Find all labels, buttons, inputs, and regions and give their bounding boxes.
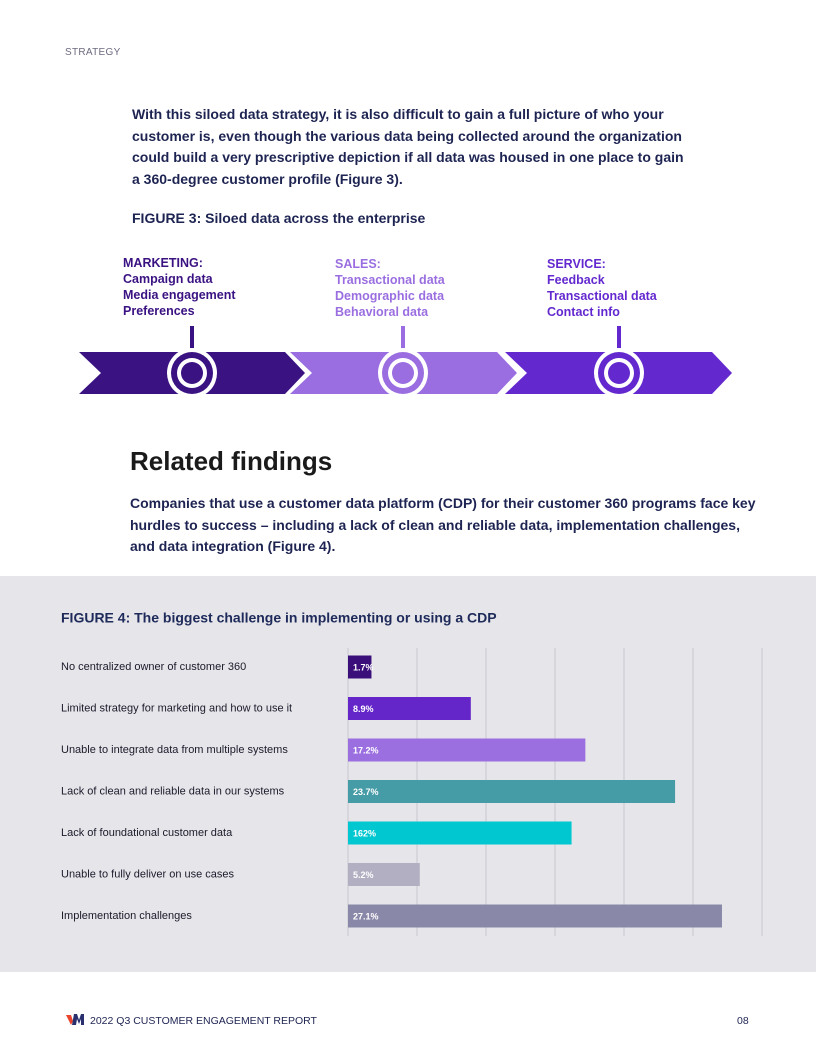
category-label: Limited strategy for marketing and how t…: [61, 702, 292, 714]
bar: [348, 697, 471, 720]
bar: [348, 780, 676, 803]
group-item: Behavioral data: [335, 305, 429, 319]
group-item: Feedback: [547, 273, 605, 287]
group-item: Contact info: [547, 305, 620, 319]
bar: [348, 821, 572, 845]
bar: [348, 904, 722, 928]
silo-arrows: [79, 326, 732, 398]
group-item: Transactional data: [547, 289, 657, 303]
target: [594, 326, 644, 398]
bar: [348, 863, 420, 886]
bar: [348, 738, 586, 762]
group-item: Media engagement: [123, 288, 236, 302]
value-label: 162%: [353, 828, 376, 838]
value-label: 1.7%: [353, 662, 374, 672]
intro-paragraph: With this siloed data strategy, it is al…: [132, 106, 684, 187]
value-label: 27.1%: [353, 911, 379, 921]
group-heading: MARKETING:: [123, 256, 203, 270]
value-label: 17.2%: [353, 745, 379, 755]
section-label: STRATEGY: [65, 47, 121, 58]
group-item: Campaign data: [123, 272, 213, 286]
value-label: 5.2%: [353, 870, 374, 880]
target: [378, 326, 428, 398]
logo: [66, 1014, 84, 1025]
related-paragraph: Companies that use a customer data platf…: [130, 495, 756, 554]
category-label: No centralized owner of customer 360: [61, 661, 246, 673]
page-number: 08: [737, 1015, 749, 1027]
category-label: Lack of clean and reliable data in our s…: [61, 785, 285, 797]
group-item: Transactional data: [335, 273, 445, 287]
category-label: Lack of foundational customer data: [61, 827, 233, 839]
section-heading: Related findings: [130, 446, 333, 476]
group-item: Demographic data: [335, 289, 445, 303]
silo-group: SERVICE: Feedback Transactional data Con…: [547, 256, 657, 320]
chart: FIGURE 4: The biggest challenge in imple…: [61, 610, 763, 936]
value-label: 23.7%: [353, 787, 379, 797]
footer-report: 2022 Q3 CUSTOMER ENGAGEMENT REPORT: [90, 1015, 317, 1027]
chart-title: FIGURE 4: The biggest challenge in imple…: [61, 610, 497, 626]
group-heading: SERVICE:: [547, 257, 606, 271]
figure-title: FIGURE 3: Siloed data across the enterpr…: [132, 210, 426, 226]
silo-group: SALES: Transactional data Demographic da…: [335, 256, 445, 320]
silo-group: MARKETING: Campaign data Media engagemen…: [123, 255, 236, 319]
category-label: Unable to fully deliver on use cases: [61, 868, 235, 880]
bar: [348, 655, 372, 679]
group-heading: SALES:: [335, 257, 381, 271]
group-item: Preferences: [123, 304, 195, 318]
category-label: Implementation challenges: [61, 910, 192, 922]
category-label: Unable to integrate data from multiple s…: [61, 744, 288, 756]
target: [167, 326, 217, 398]
value-label: 8.9%: [353, 704, 374, 714]
